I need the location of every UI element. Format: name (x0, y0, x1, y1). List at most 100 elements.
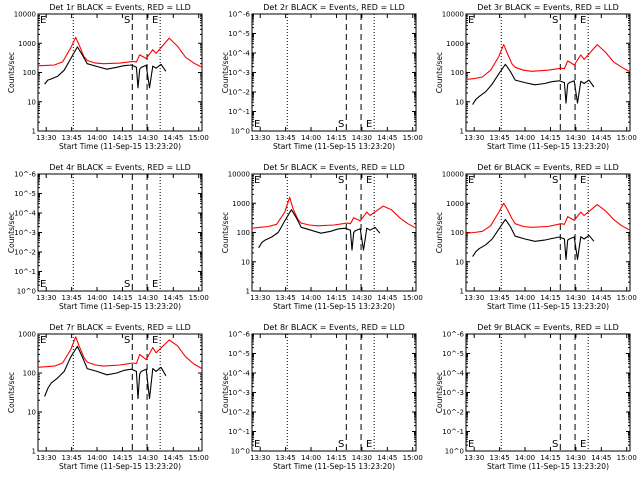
x-tick-label: 13:30 (464, 134, 484, 142)
x-tick-label: 14:00 (515, 134, 535, 142)
marker-s: S (552, 175, 558, 186)
marker-s: S (552, 439, 558, 450)
x-tick-label: 14:45 (377, 294, 397, 302)
y-tick-label: 10000 (442, 11, 464, 19)
x-axis-label: Start Time (11-Sep-15 13:23:20) (59, 142, 181, 151)
panel-det-4: Det 4r BLACK = Events, RED = LLD 10^-6 10^… (7, 163, 209, 311)
y-tick-label: 10000 (14, 11, 36, 19)
marker-s: S (552, 15, 558, 26)
y-tick-label: 10^-6 (228, 331, 250, 339)
x-tick-label: 15:00 (403, 454, 423, 462)
y-tick-label: 10^-1 (14, 268, 36, 276)
lld-red-line (465, 44, 631, 80)
events-black-line (44, 345, 167, 400)
y-tick-label: 1 (246, 288, 250, 296)
x-tick-label: 14:15 (326, 134, 346, 142)
x-tick-label: 15:00 (189, 454, 209, 462)
y-axis-label: Counts/sec (435, 372, 444, 413)
x-tick-label: 15:00 (403, 294, 423, 302)
y-tick-label: 10^-3 (228, 69, 250, 77)
marker-e-left: E (40, 335, 46, 346)
panel-det-2: Det 2r BLACK = Events, RED = LLD 10^-6 10^… (221, 3, 423, 151)
marker-e: E (152, 279, 158, 290)
marker-e: E (366, 119, 372, 130)
y-tick-label: 1000 (446, 40, 464, 48)
panel-det-8: Det 8r BLACK = Events, RED = LLD 10^-6 10^… (221, 323, 423, 471)
panel-det-1: Det 1r BLACK = Events, RED = LLD 1 10 100 10… (7, 3, 209, 151)
marker-e: E (366, 439, 372, 450)
y-axis-label: Counts/sec (7, 52, 16, 93)
plot-frame (251, 173, 417, 292)
marker-s: S (338, 119, 344, 130)
y-tick-label: 10^-2 (442, 409, 464, 417)
y-tick-label: 1000 (232, 200, 250, 208)
x-tick-label: 14:30 (352, 134, 372, 142)
x-tick-label: 14:00 (87, 294, 107, 302)
y-tick-label: 100 (23, 370, 36, 378)
plot-frame (251, 333, 417, 452)
x-axis-label: Start Time (11-Sep-15 13:23:20) (487, 462, 609, 471)
x-axis-label: Start Time (11-Sep-15 13:23:20) (487, 142, 609, 151)
x-tick-label: 14:30 (566, 134, 586, 142)
x-tick-label: 13:45 (490, 454, 510, 462)
y-tick-label: 1000 (18, 40, 36, 48)
x-tick-label: 14:45 (377, 454, 397, 462)
x-axis-label: Start Time (11-Sep-15 13:23:20) (59, 302, 181, 311)
y-tick-label: 10^-1 (228, 108, 250, 116)
events-black-line (258, 209, 381, 251)
marker-e-left: E (254, 439, 260, 450)
y-tick-label: 10 (241, 258, 250, 266)
x-tick-label: 14:30 (138, 134, 158, 142)
x-tick-label: 13:30 (464, 454, 484, 462)
plot-frame (251, 13, 417, 132)
plot-frame (465, 173, 631, 292)
x-tick-label: 15:00 (403, 134, 423, 142)
x-tick-label: 15:00 (189, 294, 209, 302)
y-tick-label: 10^-1 (228, 428, 250, 436)
x-tick-label: 13:30 (464, 294, 484, 302)
y-tick-label: 10^-4 (442, 370, 464, 378)
panel-det-9: Det 9r BLACK = Events, RED = LLD 10^-6 10^… (435, 323, 637, 471)
y-tick-label: 100 (23, 69, 36, 77)
y-tick-label: 10 (27, 98, 36, 106)
panel-det-7: Det 7r BLACK = Events, RED = LLD 1 10 100 10… (7, 323, 209, 471)
lld-red-line (465, 202, 631, 234)
x-tick-label: 13:45 (62, 294, 82, 302)
x-axis-label: Start Time (11-Sep-15 13:23:20) (487, 302, 609, 311)
marker-e: E (152, 15, 158, 26)
x-tick-label: 14:45 (377, 134, 397, 142)
y-axis-label: Counts/sec (435, 212, 444, 253)
x-tick-label: 13:45 (276, 454, 296, 462)
x-tick-label: 13:45 (490, 134, 510, 142)
x-tick-label: 13:30 (250, 454, 270, 462)
y-tick-label: 100 (451, 69, 464, 77)
marker-s: S (338, 439, 344, 450)
y-tick-label: 10^0 (17, 288, 36, 296)
x-axis-label: Start Time (11-Sep-15 13:23:20) (273, 142, 395, 151)
y-tick-label: 1000 (18, 331, 36, 339)
x-axis-label: Start Time (11-Sep-15 13:23:20) (273, 462, 395, 471)
marker-e-left: E (468, 175, 474, 186)
x-tick-label: 13:30 (250, 134, 270, 142)
lld-red-line (37, 36, 203, 68)
x-tick-label: 14:15 (112, 294, 132, 302)
y-tick-label: 10 (455, 258, 464, 266)
x-tick-label: 13:30 (36, 134, 56, 142)
x-tick-label: 13:45 (490, 294, 510, 302)
marker-e: E (580, 15, 586, 26)
plot-frame (37, 13, 203, 132)
x-tick-label: 14:30 (566, 454, 586, 462)
x-tick-label: 14:15 (540, 134, 560, 142)
marker-e: E (152, 335, 158, 346)
x-tick-label: 14:00 (301, 294, 321, 302)
y-tick-label: 10^-4 (14, 210, 36, 218)
x-tick-label: 14:30 (352, 454, 372, 462)
x-tick-label: 13:45 (62, 134, 82, 142)
marker-e: E (366, 175, 372, 186)
panel-det-5: Det 5r BLACK = Events, RED = LLD 1 10 100 10… (221, 163, 423, 311)
y-tick-label: 10^-5 (442, 350, 464, 358)
x-tick-label: 13:30 (36, 294, 56, 302)
panel-title: Det 7r BLACK = Events, RED = LLD (49, 323, 191, 332)
panel-det-6: Det 6r BLACK = Events, RED = LLD 1 10 100 10… (435, 163, 637, 311)
